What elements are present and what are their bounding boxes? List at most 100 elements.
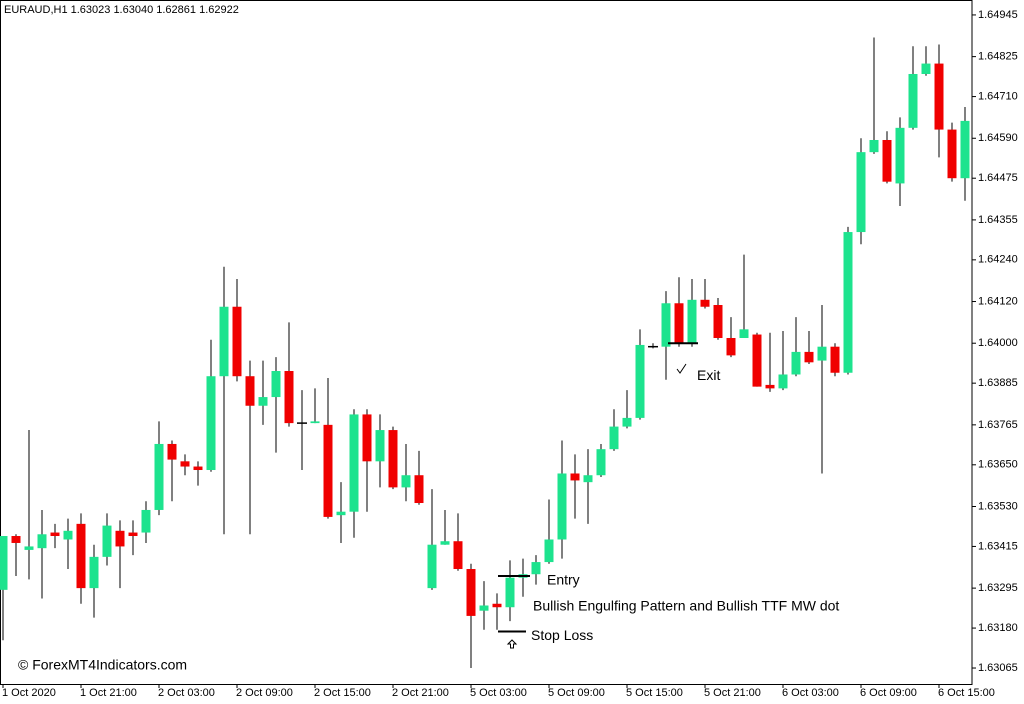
candle-body — [128, 532, 138, 537]
candle-body — [63, 530, 73, 540]
level-label: Exit — [697, 367, 720, 383]
candle-body — [401, 475, 411, 488]
candle-body — [713, 305, 723, 339]
watermark: © ForexMT4Indicators.com — [18, 657, 187, 673]
candle-body — [726, 338, 736, 356]
candle-body — [115, 530, 125, 547]
candle-body — [947, 129, 957, 179]
candle-body — [375, 430, 385, 462]
candle-body — [921, 63, 931, 74]
candle-body — [388, 430, 398, 488]
candle-body — [960, 120, 970, 179]
candle-body — [479, 605, 489, 611]
x-tick-label: 6 Oct 15:00 — [938, 687, 995, 699]
candle-body — [232, 306, 242, 377]
chart-title: EURAUD,H1 1.63023 1.63040 1.62861 1.6292… — [4, 4, 239, 16]
candle-body — [856, 152, 866, 233]
candle-body — [739, 329, 749, 339]
candle-body — [37, 534, 47, 549]
candle-body — [882, 139, 892, 182]
x-tick-label: 1 Oct 2020 — [2, 687, 56, 699]
candle-body — [258, 397, 268, 406]
candle-body — [24, 546, 34, 550]
candle-body — [193, 466, 203, 471]
y-tick-label: 1.64710 — [978, 90, 1018, 102]
x-tick-label: 2 Oct 09:00 — [236, 687, 293, 699]
x-tick-label: 1 Oct 21:00 — [80, 687, 137, 699]
y-tick-label: 1.64475 — [978, 172, 1018, 184]
x-tick-label: 5 Oct 15:00 — [626, 687, 683, 699]
y-tick-label: 1.63415 — [978, 540, 1018, 552]
candle-body — [934, 63, 944, 130]
candle-body — [661, 303, 671, 347]
candle-body — [102, 525, 112, 557]
candle-body — [349, 414, 359, 512]
candle-body — [570, 473, 580, 481]
y-tick-label: 1.64590 — [978, 132, 1018, 144]
candle-body — [310, 421, 320, 424]
y-tick-label: 1.64000 — [978, 337, 1018, 349]
x-tick-label: 5 Oct 09:00 — [548, 687, 605, 699]
candle-body — [11, 536, 21, 543]
x-tick-label: 6 Oct 09:00 — [860, 687, 917, 699]
candle-body — [843, 232, 853, 373]
x-tick-label: 5 Oct 21:00 — [704, 687, 761, 699]
candle-body — [791, 351, 801, 375]
y-tick-label: 1.63885 — [978, 377, 1018, 389]
candle-body — [219, 306, 229, 377]
candle-body — [700, 299, 710, 307]
candle-body — [635, 344, 645, 418]
candle-body — [89, 556, 99, 589]
y-tick-label: 1.63295 — [978, 582, 1018, 594]
check-icon — [676, 363, 687, 374]
candle-body — [180, 461, 190, 467]
y-tick-label: 1.64355 — [978, 214, 1018, 226]
x-tick-label: 2 Oct 03:00 — [158, 687, 215, 699]
y-tick-label: 1.64945 — [978, 9, 1018, 21]
candle-body — [50, 532, 60, 537]
candle-body — [427, 544, 437, 589]
arrow-icon — [506, 639, 518, 649]
candle-body — [414, 475, 424, 504]
x-tick-label: 2 Oct 21:00 — [392, 687, 449, 699]
y-tick-label: 1.63765 — [978, 419, 1018, 431]
candle-body — [817, 346, 827, 361]
candle-body — [609, 426, 619, 450]
y-tick-label: 1.63065 — [978, 662, 1018, 674]
x-tick-label: 2 Oct 15:00 — [314, 687, 371, 699]
candle-body — [778, 374, 788, 389]
candle-body — [583, 475, 593, 483]
plot-frame — [0, 0, 973, 685]
candle-body — [245, 376, 255, 406]
y-tick-label: 1.63650 — [978, 459, 1018, 471]
candle-body — [908, 73, 918, 128]
candle-body — [752, 334, 762, 387]
candle-body — [869, 139, 879, 153]
candle-body — [804, 351, 814, 363]
y-tick-label: 1.64825 — [978, 51, 1018, 63]
candle-body — [466, 569, 476, 616]
candle-body — [765, 384, 775, 389]
candle-body — [687, 299, 697, 344]
candle-body — [557, 473, 567, 540]
candle-body — [323, 424, 333, 517]
y-tick-label: 1.64120 — [978, 295, 1018, 307]
candle-body — [167, 443, 177, 460]
candle-body — [206, 376, 216, 471]
candle-body — [141, 509, 151, 533]
candle-body — [830, 346, 840, 373]
candle-body — [622, 417, 632, 427]
candle-body — [596, 449, 606, 476]
candle-body — [154, 443, 164, 510]
candle-body — [0, 536, 8, 590]
x-tick-label: 5 Oct 03:00 — [470, 687, 527, 699]
y-tick-label: 1.63180 — [978, 622, 1018, 634]
level-label: Entry — [547, 572, 580, 588]
candle-body — [284, 371, 294, 424]
candle-body — [674, 303, 684, 344]
candle-body — [895, 127, 905, 184]
candle-body — [362, 414, 372, 462]
candle-body — [271, 371, 281, 398]
